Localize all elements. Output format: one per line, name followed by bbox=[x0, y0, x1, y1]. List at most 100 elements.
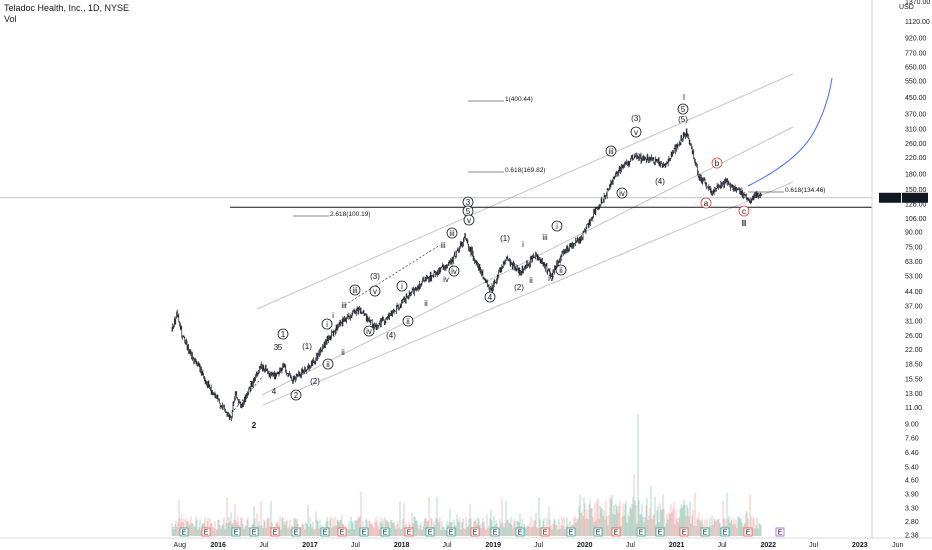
wave-label-minor: i bbox=[422, 275, 424, 284]
wave-label-circled-roman-ring bbox=[448, 265, 460, 277]
volume-label: Vol bbox=[4, 14, 17, 24]
price-tick-label: 770.00 bbox=[905, 50, 927, 57]
earnings-marker bbox=[566, 527, 576, 537]
price-tick-label: 7.60 bbox=[905, 436, 919, 443]
earnings-marker-label: E bbox=[407, 530, 412, 537]
price-tick-label: 180.00 bbox=[905, 172, 927, 179]
wave-label-circled-roman: v bbox=[634, 128, 638, 137]
time-axis[interactable]: Aug 2016 Jul 2017 Jul 2018 Jul 2019 Jul 2020 Jul 20… bbox=[0, 537, 932, 549]
price-tick-label: 18.50 bbox=[905, 362, 923, 369]
price-tick-label: 920.00 bbox=[905, 35, 927, 42]
price-tick-label: 9.00 bbox=[905, 422, 919, 429]
earnings-marker bbox=[201, 527, 211, 537]
channel-line bbox=[256, 73, 794, 310]
wave-label-circled-roman: ii bbox=[559, 266, 563, 275]
wave-label-circled-ring bbox=[277, 328, 289, 340]
wave-label-circled-roman: v bbox=[467, 216, 471, 225]
wave-label-circled-roman-ring bbox=[630, 126, 642, 138]
wave-label-minor: iv bbox=[548, 274, 554, 283]
earnings-marker-label: E bbox=[493, 530, 498, 537]
earnings-marker bbox=[380, 527, 390, 537]
time-tick-label: 2021 bbox=[669, 542, 685, 549]
fib-level-label: 0.618(134.46) bbox=[785, 187, 825, 194]
price-tick-label: 3.30 bbox=[905, 505, 919, 512]
earnings-marker bbox=[425, 527, 435, 537]
time-tick-label: 2020 bbox=[577, 542, 593, 549]
earnings-marker-label: E bbox=[723, 530, 728, 537]
time-tick-label: Jul bbox=[534, 542, 543, 549]
wave-label-circled-roman: i bbox=[556, 222, 558, 231]
earnings-marker bbox=[490, 527, 500, 537]
wave-label-circled-roman-ring bbox=[402, 315, 414, 327]
wave-label-circled-roman: i bbox=[401, 282, 403, 291]
wave-label-circled: 1 bbox=[281, 330, 286, 339]
wave-connector bbox=[344, 244, 441, 306]
earnings-marker-label: E bbox=[639, 530, 644, 537]
wave-label-corrective-ring bbox=[700, 197, 712, 209]
wave-label-primary: 5 bbox=[278, 343, 283, 352]
earnings-marker bbox=[775, 527, 785, 537]
time-tick-label: 2016 bbox=[210, 542, 226, 549]
wave-label-intermediate: (3) bbox=[370, 272, 380, 281]
earnings-marker-label: E bbox=[614, 530, 619, 537]
time-tick-label: 2023 bbox=[852, 542, 868, 549]
time-tick-label: 2017 bbox=[302, 542, 318, 549]
time-tick-label: Jun bbox=[892, 542, 903, 549]
price-tick-label: 63.00 bbox=[905, 259, 923, 266]
price-tick-label: 22.00 bbox=[905, 347, 923, 354]
wave-label-circled-roman-ring bbox=[446, 227, 458, 239]
earnings-marker bbox=[743, 527, 753, 537]
earnings-marker-label: E bbox=[362, 530, 367, 537]
wave-label-circled-roman-ring bbox=[369, 285, 381, 297]
price-tick-label: 11.00 bbox=[905, 405, 922, 412]
earnings-marker-label: E bbox=[234, 530, 239, 537]
fib-level-label: 1(400.44) bbox=[505, 96, 533, 103]
earnings-marker bbox=[515, 527, 525, 537]
wave-label-circled: 2 bbox=[294, 391, 299, 400]
wave-label-circled-roman-ring bbox=[363, 325, 375, 337]
price-tick-label: 53.00 bbox=[905, 274, 923, 281]
wave-label-minor: iii bbox=[341, 301, 347, 310]
price-tick-label: 2.38 bbox=[905, 533, 919, 540]
earnings-marker bbox=[179, 527, 189, 537]
earnings-marker bbox=[231, 527, 241, 537]
earnings-marker-label: E bbox=[182, 530, 187, 537]
wave-label-circled-ring bbox=[484, 291, 496, 303]
wave-label-intermediate: (3) bbox=[631, 114, 641, 123]
price-tick-label: 126.00 bbox=[905, 201, 927, 208]
wave-label-circled-roman-ring bbox=[551, 220, 563, 232]
wave-label-minor: ii bbox=[424, 299, 428, 308]
wave-label-circled-roman: iii bbox=[449, 229, 455, 238]
earnings-marker-label: E bbox=[569, 530, 574, 537]
price-tick-label: 220.00 bbox=[905, 155, 927, 162]
price-tick-label: 4.60 bbox=[905, 478, 919, 485]
earnings-marker-label: E bbox=[658, 530, 663, 537]
wave-label-circled-roman: i bbox=[326, 320, 328, 329]
price-tick-label: 650.00 bbox=[905, 64, 927, 71]
wave-label-circled-roman: iv bbox=[619, 189, 625, 198]
earnings-marker bbox=[337, 527, 347, 537]
price-tick-label: 26.00 bbox=[905, 333, 923, 340]
wave-label-primary: 3 bbox=[274, 343, 279, 352]
wave-label-circled-ring bbox=[290, 389, 302, 401]
wave-label-circled-roman-ring bbox=[321, 318, 333, 330]
price-tick-label: 31.00 bbox=[905, 318, 923, 325]
earnings-marker-label: E bbox=[323, 530, 328, 537]
earnings-marker bbox=[359, 527, 369, 537]
price-tick-label: 13.00 bbox=[905, 391, 923, 398]
earnings-marker bbox=[404, 527, 414, 537]
earnings-marker-label: E bbox=[543, 530, 548, 537]
earnings-marker-label: E bbox=[703, 530, 708, 537]
wave-label-primary: 1 bbox=[249, 380, 254, 389]
wave-label-circled-roman: ii bbox=[406, 317, 410, 326]
earnings-marker-label: E bbox=[294, 530, 299, 537]
earnings-marker bbox=[700, 527, 710, 537]
earnings-marker bbox=[679, 527, 689, 537]
wave-label-circled-roman-ring bbox=[616, 187, 628, 199]
wave-label-circled-ring bbox=[677, 103, 689, 115]
wave-label-circled-roman-ring bbox=[322, 358, 334, 370]
wave-label-circled-roman-ring bbox=[349, 284, 361, 296]
